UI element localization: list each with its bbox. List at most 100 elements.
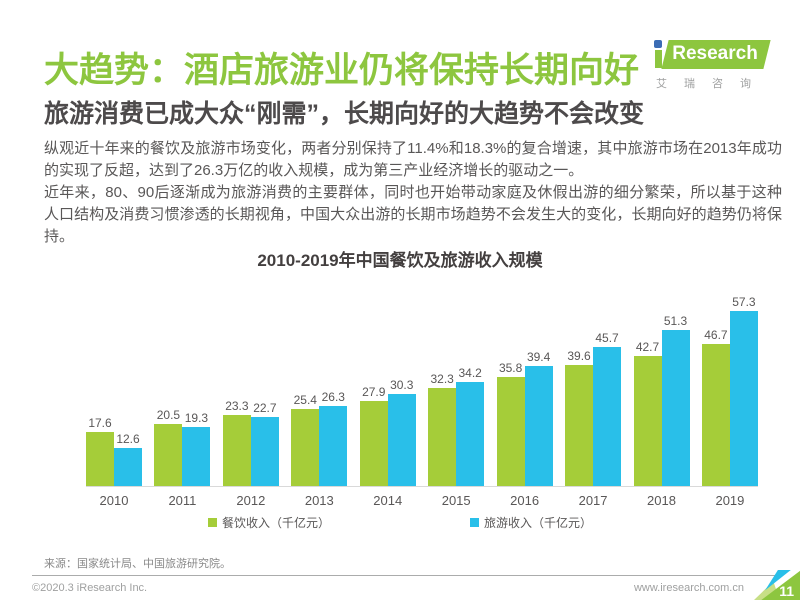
logo-row: Research bbox=[654, 40, 771, 69]
legend-item-dining: 餐饮收入（千亿元） bbox=[207, 514, 330, 531]
dining-revenue-column-2014: 27.9 bbox=[359, 285, 388, 486]
logo-wordmark: Research bbox=[672, 43, 758, 64]
dining-revenue-column-2017: 39.6 bbox=[565, 285, 594, 486]
logo-chinese-name: 艾瑞咨询 bbox=[656, 78, 768, 90]
iresearch-logo: Research 艾瑞咨询 bbox=[654, 40, 771, 91]
x-axis-label-2010: 2010 bbox=[99, 493, 129, 508]
dining-revenue-bar-2018 bbox=[633, 355, 662, 486]
dining-revenue-value-label-2010: 17.6 bbox=[88, 416, 112, 431]
body-text: 纵观近十年来的餐饮及旅游市场变化，两者分别保持了11.4%和18.3%的复合增速… bbox=[44, 138, 782, 248]
x-axis-label-2017: 2017 bbox=[578, 493, 608, 508]
bar-group-2019: 46.7 57.3 bbox=[701, 285, 758, 486]
bar-group-2014: 27.9 30.3 bbox=[359, 285, 416, 486]
dining-revenue-bar-2019 bbox=[701, 343, 730, 486]
tourism-revenue-column-2016: 39.4 bbox=[524, 285, 553, 486]
dining-revenue-value-label-2011: 20.5 bbox=[156, 407, 181, 422]
bar-group-2016: 35.8 39.4 bbox=[496, 285, 553, 486]
x-axis-label-2013: 2013 bbox=[304, 493, 334, 508]
tourism-legend-label: 旅游收入（千亿元） bbox=[484, 516, 593, 530]
tourism-revenue-value-label-2013: 26.3 bbox=[321, 389, 345, 404]
dining-revenue-column-2011: 20.5 bbox=[154, 285, 183, 486]
bar-group-2015: 32.3 34.2 bbox=[428, 285, 485, 486]
logo-i-glyph bbox=[654, 40, 662, 68]
tourism-revenue-column-2011: 19.3 bbox=[182, 285, 211, 486]
dining-revenue-bar-2017 bbox=[565, 365, 594, 486]
logo-i-stem-icon bbox=[654, 50, 662, 68]
dining-revenue-value-label-2017: 39.6 bbox=[567, 349, 591, 364]
page-subtitle: 旅游消费已成大众“刚需”，长期向好的大趋势不会改变 bbox=[44, 100, 645, 128]
tourism-revenue-column-2014: 30.3 bbox=[387, 285, 416, 486]
tourism-revenue-column-2012: 22.7 bbox=[250, 285, 279, 486]
dining-revenue-value-label-2014: 27.9 bbox=[362, 384, 386, 399]
dining-revenue-column-2012: 23.3 bbox=[222, 285, 251, 486]
x-axis-label-2016: 2016 bbox=[510, 493, 540, 508]
dining-revenue-value-label-2019: 46.7 bbox=[704, 327, 728, 342]
dining-revenue-column-2016: 35.8 bbox=[496, 285, 525, 486]
tourism-revenue-bar-2015 bbox=[456, 381, 485, 486]
tourism-revenue-bar-2010 bbox=[114, 447, 142, 486]
dining-revenue-value-label-2018: 42.7 bbox=[635, 339, 660, 354]
tourism-legend-swatch-icon bbox=[470, 518, 479, 527]
tourism-revenue-column-2013: 26.3 bbox=[319, 285, 348, 486]
page-number: 11 bbox=[779, 583, 794, 599]
tourism-revenue-bar-2019 bbox=[729, 311, 758, 486]
dining-revenue-column-2013: 25.4 bbox=[291, 285, 320, 486]
x-axis-label-2014: 2014 bbox=[373, 493, 403, 508]
tourism-revenue-column-2018: 51.3 bbox=[661, 285, 690, 486]
tourism-revenue-bar-2012 bbox=[250, 416, 279, 486]
tourism-revenue-bar-2018 bbox=[661, 329, 690, 486]
dining-revenue-bar-2016 bbox=[496, 376, 525, 486]
tourism-revenue-value-label-2018: 51.3 bbox=[663, 313, 688, 328]
chart-title: 2010-2019年中国餐饮及旅游收入规模 bbox=[257, 251, 543, 270]
tourism-revenue-value-label-2012: 22.7 bbox=[253, 400, 277, 415]
dining-revenue-column-2015: 32.3 bbox=[428, 285, 457, 486]
bar-chart-plot: 17.6 12.6 20.5 19.3 23.3 22.7 25.4 26.3 27.9 30.3… bbox=[86, 285, 758, 487]
dining-revenue-bar-2013 bbox=[291, 408, 320, 486]
tourism-revenue-bar-2016 bbox=[524, 365, 553, 486]
x-axis-label-2019: 2019 bbox=[715, 493, 745, 508]
footer-copyright: ©2020.3 iResearch Inc. bbox=[32, 582, 148, 594]
source-note: 来源：国家统计局、中国旅游研究院。 bbox=[44, 558, 231, 570]
dining-legend-label: 餐饮收入（千亿元） bbox=[221, 516, 330, 530]
tourism-revenue-value-label-2014: 30.3 bbox=[390, 377, 414, 392]
bar-group-2013: 25.4 26.3 bbox=[291, 285, 348, 486]
dining-revenue-column-2010: 17.6 bbox=[86, 285, 114, 486]
x-axis-label-2018: 2018 bbox=[647, 493, 676, 508]
legend-item-tourism: 旅游收入（千亿元） bbox=[470, 514, 592, 531]
page-number-badge: 11 bbox=[754, 570, 800, 600]
dining-revenue-bar-2014 bbox=[359, 400, 388, 486]
tourism-revenue-column-2017: 45.7 bbox=[593, 285, 622, 486]
dining-revenue-value-label-2013: 25.4 bbox=[293, 392, 317, 407]
bar-group-2010: 17.6 12.6 bbox=[86, 285, 142, 486]
paragraph-1: 纵观近十年来的餐饮及旅游市场变化，两者分别保持了11.4%和18.3%的复合增速… bbox=[44, 140, 782, 179]
page-title: 大趋势：酒店旅游业仍将保持长期向好 bbox=[44, 51, 640, 90]
dining-revenue-bar-2010 bbox=[86, 432, 114, 486]
x-axis-label-2011: 2011 bbox=[168, 493, 197, 508]
paragraph-2: 近年来，80、90后逐渐成为旅游消费的主要群体，同时也开始带动家庭及休假出游的细… bbox=[44, 184, 782, 245]
tourism-revenue-value-label-2015: 34.2 bbox=[458, 365, 482, 380]
dining-revenue-value-label-2012: 23.3 bbox=[225, 398, 249, 413]
tourism-revenue-column-2015: 34.2 bbox=[456, 285, 485, 486]
x-axis-label-2015: 2015 bbox=[441, 493, 471, 508]
bar-group-2017: 39.6 45.7 bbox=[565, 285, 622, 486]
footer-divider bbox=[32, 575, 776, 576]
bar-group-2011: 20.5 19.3 bbox=[154, 285, 211, 486]
tourism-revenue-value-label-2019: 57.3 bbox=[732, 295, 756, 310]
tourism-revenue-column-2019: 57.3 bbox=[729, 285, 758, 486]
x-axis-labels: 2010 2011 2012 2013 2014 2015 2016 2017 2018 2019 bbox=[86, 493, 758, 508]
dining-revenue-bar-2015 bbox=[428, 387, 457, 486]
tourism-revenue-value-label-2010: 12.6 bbox=[116, 431, 140, 446]
dining-legend-swatch-icon bbox=[207, 518, 217, 527]
footer-website: www.iresearch.com.cn bbox=[633, 582, 744, 594]
dining-revenue-value-label-2016: 35.8 bbox=[498, 360, 523, 375]
tourism-revenue-bar-2011 bbox=[182, 427, 211, 486]
bar-group-2018: 42.7 51.3 bbox=[633, 285, 690, 486]
logo-wordmark-box: Research bbox=[661, 40, 771, 69]
tourism-revenue-bar-2014 bbox=[387, 393, 416, 486]
tourism-revenue-bar-2013 bbox=[319, 405, 348, 486]
dining-revenue-value-label-2015: 32.3 bbox=[430, 371, 454, 386]
chart-legend: 餐饮收入（千亿元） 旅游收入（千亿元） bbox=[0, 514, 800, 531]
bar-group-2012: 23.3 22.7 bbox=[222, 285, 279, 486]
dining-revenue-column-2019: 46.7 bbox=[701, 285, 730, 486]
